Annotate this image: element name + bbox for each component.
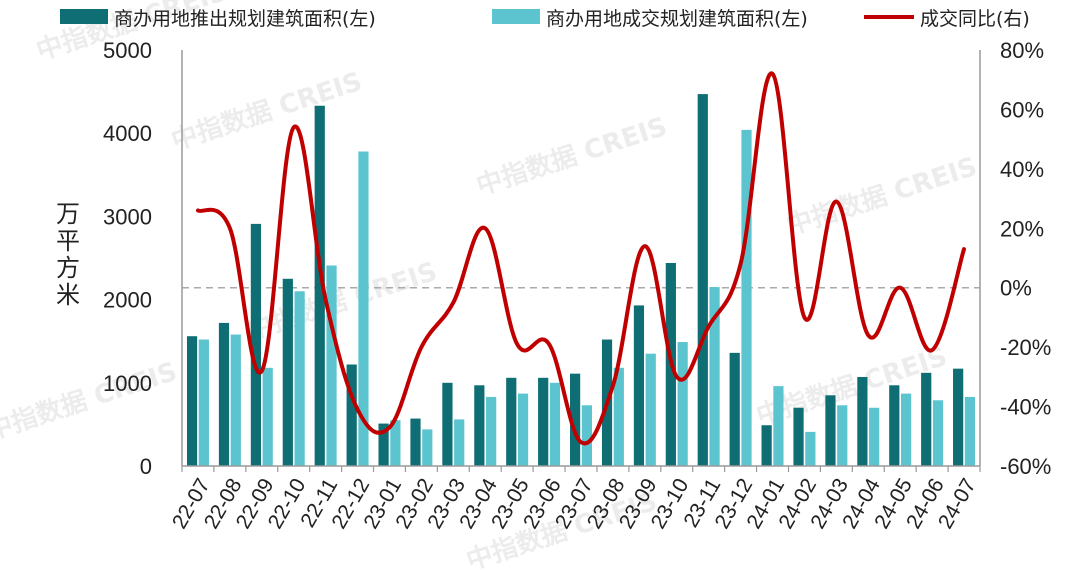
bar-transaction-24-06 (932, 400, 944, 466)
bar-supply-24-02 (793, 407, 804, 466)
legend-label: 商办用地成交规划建筑面积(左) (546, 8, 808, 30)
bar-supply-22-12 (346, 364, 357, 466)
axes (181, 50, 981, 472)
bar-supply-22-11 (314, 105, 325, 466)
left-tick-label: 2000 (103, 288, 152, 313)
bar-supply-22-10 (282, 278, 293, 466)
bars (186, 94, 976, 466)
bar-transaction-22-07 (198, 339, 209, 466)
bar-supply-23-03 (442, 382, 453, 466)
left-tick-label: 5000 (103, 38, 152, 63)
legend-swatch (492, 9, 540, 24)
bar-supply-23-06 (538, 377, 549, 466)
legend-item-3: 成交同比(右) (864, 8, 1030, 30)
bar-supply-23-05 (506, 377, 517, 466)
legend-swatch (60, 9, 108, 24)
bar-supply-23-04 (474, 385, 485, 466)
bar-transaction-23-01 (390, 420, 401, 466)
yoy-line-path (196, 71, 966, 446)
bar-transaction-22-10 (294, 291, 305, 466)
bar-transaction-23-03 (454, 419, 465, 466)
bar-transaction-23-12 (741, 129, 752, 466)
bar-supply-24-01 (761, 425, 772, 466)
watermark-text: 中指数据 CREIS (168, 67, 366, 157)
left-axis-ticks: 0 1000 2000 3000 4000 5000 (103, 38, 152, 479)
bar-transaction-23-04 (486, 396, 497, 466)
left-tick-label: 4000 (103, 121, 152, 146)
left-tick-label: 1000 (103, 371, 152, 396)
bar-supply-23-09 (633, 305, 645, 466)
right-tick-label: 40% (1000, 157, 1044, 182)
bar-transaction-23-09 (645, 353, 656, 466)
bar-supply-22-09 (250, 223, 261, 466)
y-axis-label-char: 平 (56, 227, 80, 255)
bar-transaction-24-02 (805, 431, 816, 466)
bar-transaction-24-04 (869, 407, 880, 466)
legend-item-2: 商办用地成交规划建筑面积(左) (492, 8, 808, 30)
left-tick-label: 3000 (103, 204, 152, 229)
bar-supply-23-11 (697, 94, 708, 466)
watermark-text: 中指数据 CREIS (473, 112, 671, 202)
bar-transaction-24-03 (837, 405, 848, 466)
bar-transaction-23-08 (613, 367, 624, 466)
legend-label: 商办用地推出规划建筑面积(左) (114, 8, 376, 30)
bar-transaction-23-02 (422, 429, 433, 466)
bar-transaction-22-08 (230, 334, 241, 466)
right-axis-ticks: -60% -40% -20% 0% 20% 40% 60% 80% (1000, 38, 1051, 479)
bar-supply-24-03 (825, 395, 836, 466)
bar-supply-24-05 (889, 385, 900, 466)
watermark-text: 中指数据 CREIS (0, 357, 181, 447)
bar-supply-23-07 (570, 373, 581, 466)
bar-supply-24-07 (953, 368, 964, 466)
x-axis-ticks: 22-0722-0822-0922-1022-1122-1223-0123-02… (168, 474, 981, 532)
bar-supply-23-12 (729, 352, 740, 466)
bar-transaction-24-01 (773, 386, 784, 466)
bar-transaction-24-05 (901, 393, 912, 466)
y-axis-label-char: 米 (56, 281, 80, 309)
bar-transaction-23-07 (581, 405, 592, 466)
bar-supply-22-07 (186, 336, 198, 466)
bar-transaction-23-11 (709, 287, 720, 466)
bar-supply-23-02 (410, 418, 421, 466)
bar-transaction-22-11 (326, 265, 337, 466)
right-tick-label: 0% (1000, 276, 1032, 301)
bar-supply-24-06 (921, 372, 932, 466)
right-tick-label: 60% (1000, 97, 1044, 122)
right-tick-label: 80% (1000, 38, 1044, 63)
bar-supply-22-08 (218, 322, 230, 466)
bar-supply-24-04 (857, 376, 868, 466)
watermark-text: 中指数据 CREIS (783, 152, 981, 242)
bar-transaction-23-10 (677, 342, 688, 466)
bar-transaction-22-09 (262, 367, 273, 466)
bar-transaction-23-06 (549, 382, 561, 466)
legend-item-1: 商办用地推出规划建筑面积(左) (60, 8, 376, 30)
y-axis-label-char: 方 (56, 254, 80, 282)
right-tick-label: -40% (1000, 395, 1051, 420)
y-axis-label-char: 万 (56, 200, 80, 228)
yoy-line (196, 71, 966, 446)
right-tick-label: -20% (1000, 335, 1051, 360)
right-tick-label: 20% (1000, 216, 1044, 241)
bar-transaction-22-12 (358, 151, 369, 466)
legend: 商办用地推出规划建筑面积(左) 商办用地成交规划建筑面积(左) 成交同比(右) (60, 8, 1030, 30)
legend-label: 成交同比(右) (920, 8, 1030, 30)
right-tick-label: -60% (1000, 454, 1051, 479)
bar-supply-23-01 (378, 423, 389, 466)
bar-transaction-24-07 (964, 396, 976, 466)
left-tick-label: 0 (140, 454, 152, 479)
bar-transaction-23-05 (517, 393, 529, 466)
